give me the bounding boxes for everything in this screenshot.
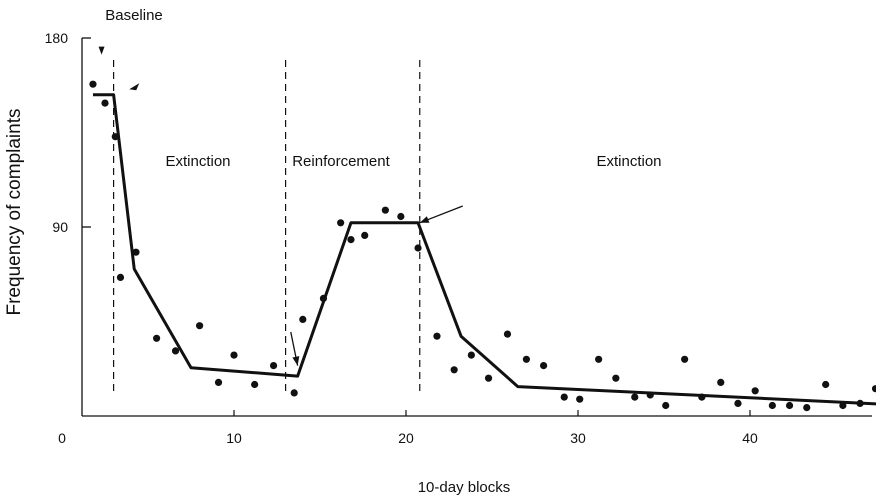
phase-label: Baseline bbox=[105, 7, 163, 24]
trend-line bbox=[92, 93, 876, 406]
data-point bbox=[734, 399, 742, 407]
data-point bbox=[361, 231, 369, 239]
data-point bbox=[89, 80, 97, 88]
data-point bbox=[347, 236, 355, 244]
x-tick-label: 30 bbox=[570, 430, 586, 446]
arrowhead-marker bbox=[129, 83, 140, 91]
data-point bbox=[856, 399, 864, 407]
data-point bbox=[171, 347, 180, 355]
x-axis-title: 10-day blocks bbox=[418, 479, 511, 496]
data-point bbox=[196, 322, 204, 330]
plot-frame bbox=[81, 37, 872, 417]
data-point bbox=[822, 380, 830, 389]
y-tick-label: 180 bbox=[45, 30, 69, 46]
data-points bbox=[89, 80, 876, 412]
data-point bbox=[717, 378, 725, 386]
data-point bbox=[681, 355, 689, 363]
data-point bbox=[803, 404, 811, 412]
data-point bbox=[785, 401, 794, 410]
data-point bbox=[269, 362, 278, 370]
data-point bbox=[522, 355, 531, 363]
y-ticks: 90 180 bbox=[45, 30, 69, 235]
data-point bbox=[290, 389, 298, 397]
data-point bbox=[299, 315, 307, 323]
x-ticks: 01020304050 bbox=[58, 410, 758, 446]
phase-label: Extinction bbox=[165, 153, 230, 170]
data-point bbox=[381, 206, 389, 214]
data-point bbox=[116, 273, 125, 281]
y-tick-label: 90 bbox=[52, 219, 68, 235]
data-point bbox=[839, 401, 847, 410]
data-point bbox=[230, 351, 238, 359]
data-point bbox=[467, 351, 475, 359]
phase-label: Extinction bbox=[596, 153, 661, 170]
annotation-arrow-head bbox=[419, 216, 430, 223]
data-point bbox=[631, 393, 639, 401]
data-point bbox=[662, 401, 670, 410]
data-point bbox=[153, 334, 161, 342]
data-point bbox=[751, 387, 759, 395]
data-point bbox=[319, 294, 328, 302]
data-point bbox=[450, 366, 458, 374]
data-point bbox=[132, 248, 140, 256]
data-point bbox=[576, 395, 584, 403]
trend-line-group bbox=[92, 93, 876, 406]
data-point bbox=[560, 393, 568, 401]
phase-lines bbox=[112, 60, 421, 396]
data-point bbox=[503, 330, 512, 338]
x-tick-label: 0 bbox=[58, 430, 66, 446]
data-point bbox=[871, 385, 876, 393]
x-tick-label: 20 bbox=[398, 430, 414, 446]
phase-labels: Baseline Extinction Reinforcement Extinctio… bbox=[105, 7, 661, 170]
data-point bbox=[111, 133, 119, 141]
data-point bbox=[414, 244, 422, 252]
data-point bbox=[397, 212, 405, 221]
data-point bbox=[484, 374, 493, 382]
x-tick-label: 40 bbox=[742, 430, 758, 446]
data-point bbox=[251, 380, 259, 389]
phase-label: Reinforcement bbox=[292, 153, 390, 170]
data-point bbox=[595, 355, 603, 363]
data-point bbox=[433, 332, 441, 340]
annotation-arrows bbox=[98, 46, 463, 366]
data-point bbox=[101, 99, 109, 107]
data-point bbox=[612, 374, 620, 382]
data-point bbox=[214, 378, 223, 386]
annotation-arrow-head bbox=[292, 356, 300, 366]
data-point bbox=[768, 401, 776, 410]
data-point bbox=[337, 219, 345, 227]
y-axis-title: Frequency of complaints bbox=[4, 109, 25, 316]
x-tick-label: 10 bbox=[226, 430, 242, 446]
data-point bbox=[540, 362, 548, 370]
data-point bbox=[698, 393, 706, 401]
arrowhead-marker bbox=[98, 46, 105, 55]
data-point bbox=[646, 391, 654, 399]
